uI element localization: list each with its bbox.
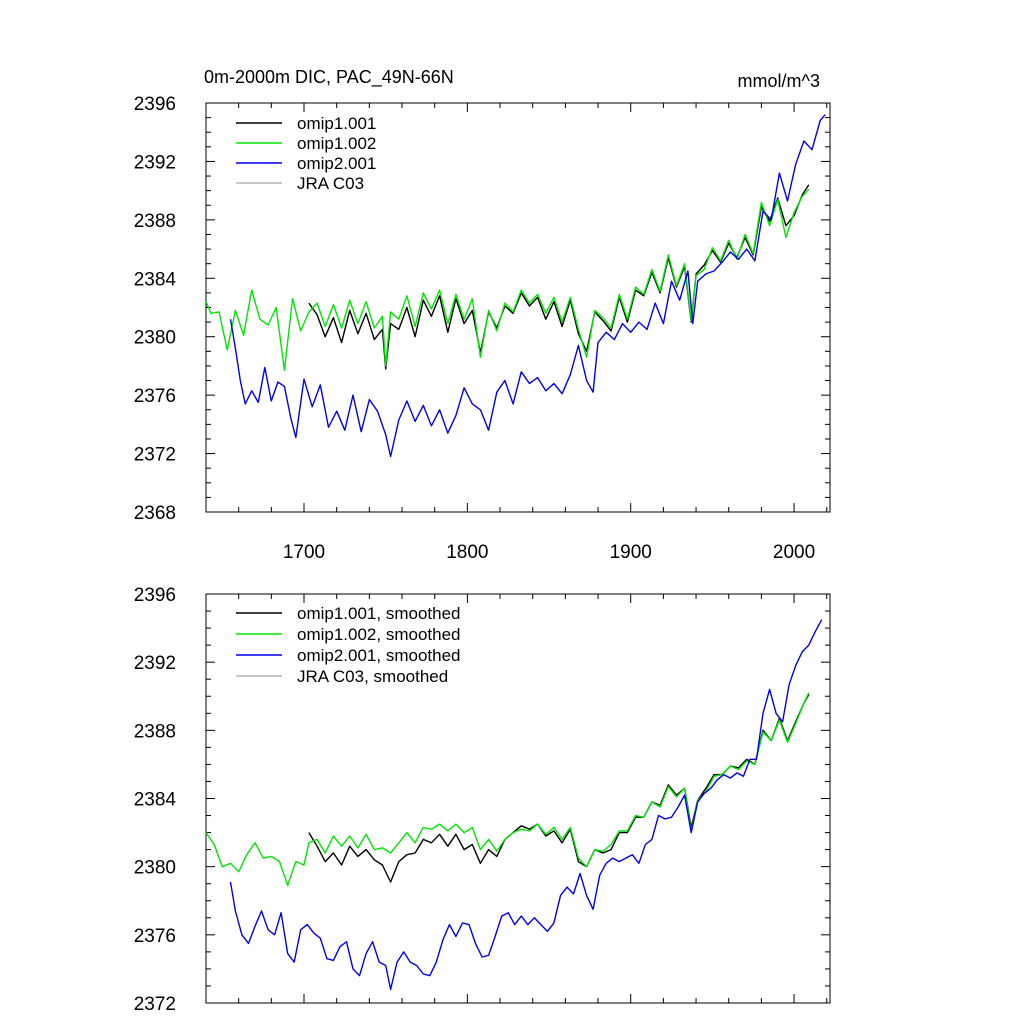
series-line-omip1-002	[205, 188, 810, 371]
y-tick-label: 2380	[134, 328, 176, 349]
legend-label: omip1.001	[297, 114, 376, 133]
legend-label: omip2.001, smoothed	[297, 646, 461, 665]
y-tick-label: 2372	[134, 445, 176, 466]
x-tick-label: 2000	[773, 542, 815, 563]
series-line-omip2-001-smoothed	[229, 619, 823, 991]
legend-label: JRA C03, smoothed	[297, 667, 448, 686]
y-tick-label: 2376	[134, 926, 176, 947]
x-tick-label: 1900	[610, 542, 652, 563]
x-tick-label: 1700	[283, 542, 325, 563]
y-tick-label: 2396	[134, 585, 176, 606]
y-tick-label: 2388	[134, 211, 176, 232]
y-tick-label: 2396	[134, 94, 176, 115]
series-line-omip1-002-smoothed	[205, 692, 810, 887]
legend-label: omip1.002, smoothed	[297, 625, 461, 644]
chart-panel-bottom: 2372 2376 2380 2384 2388 2392 2396 omip1.001, s…	[134, 585, 831, 1015]
units-label: mmol/m^3	[738, 71, 820, 91]
legend-label: omip1.002	[297, 134, 376, 153]
legend-label: JRA C03	[297, 174, 364, 193]
y-tick-label: 2384	[134, 790, 177, 811]
series-line-omip1-001-smoothed	[308, 694, 810, 883]
y-tick-label: 2376	[134, 386, 176, 407]
chart-panel-top: 0m-2000m DIC, PAC_49N-66N mmol/m^3 2368 2…	[134, 67, 831, 563]
chart-title: 0m-2000m DIC, PAC_49N-66N	[204, 67, 454, 88]
y-tick-label: 2384	[134, 269, 177, 290]
legend-label: omip2.001	[297, 154, 376, 173]
legend-label: omip1.001, smoothed	[297, 604, 461, 623]
y-tick-label: 2368	[134, 503, 176, 524]
x-tick-label: 1800	[446, 542, 488, 563]
series-line-omip2-001	[229, 114, 826, 458]
y-tick-label: 2372	[134, 994, 176, 1015]
y-tick-label: 2392	[134, 152, 176, 173]
y-tick-label: 2380	[134, 858, 176, 879]
y-tick-label: 2388	[134, 721, 176, 742]
y-tick-label: 2392	[134, 653, 176, 674]
